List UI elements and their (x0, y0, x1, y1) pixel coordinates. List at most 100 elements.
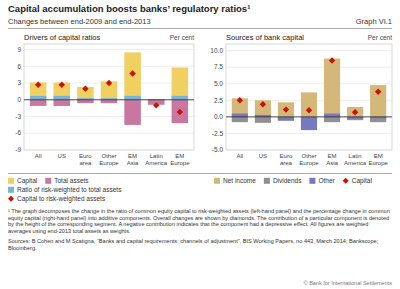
tick-label: 0.0 (214, 113, 223, 120)
diamond-marker (129, 70, 135, 76)
bar (124, 52, 141, 99)
diamond-marker (237, 97, 243, 103)
panel: -9-6-30369AllUSEuroareaOtherEuropeEMAsia… (15, 33, 194, 166)
category-label: US (259, 153, 267, 159)
category-label-line: All (236, 153, 243, 159)
legend-swatch (8, 196, 14, 202)
grid-line (24, 133, 194, 134)
legend-label: Capital (17, 177, 38, 185)
category-label-line: US (58, 153, 66, 159)
diamond-marker (35, 82, 41, 88)
bar (370, 117, 386, 122)
diamond-marker (106, 80, 112, 86)
legend-item: Capital (343, 177, 373, 185)
grid-line (24, 150, 194, 151)
subtitle: Changes between end-2009 and end-2013 (8, 17, 151, 26)
bar (324, 117, 340, 122)
category-label-line: EM (374, 153, 383, 159)
legend-label: Other (318, 177, 335, 184)
diamond-marker (375, 89, 381, 95)
category-label-line: Asia (127, 160, 139, 166)
bar (30, 100, 47, 106)
title: Capital accumulation boosts banks’ regul… (8, 3, 250, 14)
tick-label: -6 (15, 129, 21, 136)
bar (324, 59, 340, 117)
bar (324, 114, 340, 117)
bar (54, 82, 71, 99)
category-label-line: US (259, 153, 267, 159)
category-label: OtherEurope (299, 153, 319, 166)
category-label: Euroarea (79, 153, 92, 166)
category-label-line: Europe (299, 160, 319, 166)
grid-line (226, 150, 392, 151)
legend-label: Dividends (273, 177, 302, 184)
page: Capital accumulation boosts banks’ regul… (0, 0, 400, 289)
legend-swatch (343, 178, 349, 184)
bar (278, 117, 294, 121)
category-label: US (58, 153, 66, 159)
diamond-marker (177, 109, 183, 115)
separator (8, 28, 392, 29)
axis-label: Per cent (170, 34, 194, 41)
legend: Net income Dividends Other Capital (214, 177, 372, 185)
legend-label: Total assets (54, 177, 89, 184)
grid-line (226, 116, 392, 117)
diamond-marker (283, 106, 289, 112)
tick-label: 0 (17, 96, 21, 103)
category-label-line: area (79, 160, 92, 166)
category-label-line: area (280, 160, 293, 166)
category-label-line: Europe (99, 160, 119, 166)
panel: -5.0-2.50.02.55.07.510.0AllUSEuroareaOth… (210, 33, 392, 166)
bar (255, 117, 271, 123)
bar (30, 96, 47, 100)
legend-swatch (8, 187, 14, 193)
legend-swatch (8, 178, 14, 184)
tick-label: 2.5 (214, 97, 223, 104)
legend-item: Net income (214, 177, 256, 184)
diamond-marker (306, 107, 312, 113)
category-label-line: Latin (349, 153, 362, 159)
category-label: LatinAmerica (344, 153, 367, 166)
category-label: LatinAmerica (145, 153, 168, 166)
marks (226, 57, 392, 130)
category-label-line: Europe (170, 160, 190, 166)
tick-label: -5.0 (212, 146, 224, 153)
legend-label: Capital to risk-weighted assets (17, 195, 106, 203)
chart-canvas: -9-6-30369AllUSEuroareaOtherEuropeEMAsia… (0, 0, 400, 289)
footnote: ¹ The graph decomposes the change in the… (8, 208, 392, 235)
marks (24, 52, 194, 125)
legend-swatch (45, 178, 51, 184)
diamond-marker (352, 109, 358, 115)
legend-swatch (309, 178, 315, 184)
category-label-line: Asia (326, 160, 338, 166)
legend-item: Capital to risk-weighted assets (8, 195, 106, 203)
grid-line (24, 49, 194, 50)
diamond-marker (153, 102, 159, 108)
grid-line (226, 83, 392, 84)
category-label: EMAsia (127, 153, 139, 166)
category-label: All (236, 153, 243, 159)
plot-frame (24, 44, 194, 150)
legend-label: Net income (223, 177, 256, 184)
legend-item: Ratio of risk-weighted to total assets (8, 186, 122, 194)
bar (232, 114, 248, 117)
tick-label: 7.5 (214, 63, 223, 70)
category-label-line: Euro (280, 153, 293, 159)
bar (101, 100, 118, 103)
grid-line (226, 67, 392, 68)
category-label-line: Other (101, 153, 116, 159)
separator (8, 173, 392, 174)
bar (347, 107, 363, 117)
zero-line (226, 116, 392, 117)
diamond-marker (260, 101, 266, 107)
bar (278, 102, 294, 117)
category-label: EMEurope (368, 153, 388, 166)
tick-label: -9 (15, 146, 21, 153)
legend-label: Capital (352, 177, 373, 185)
bar (124, 100, 141, 125)
category-label: Euroarea (280, 153, 293, 166)
panel-title: Drivers of capital ratios (24, 33, 101, 42)
category-label: All (35, 153, 42, 159)
category-label-line: EM (328, 153, 337, 159)
zero-line (24, 99, 194, 100)
